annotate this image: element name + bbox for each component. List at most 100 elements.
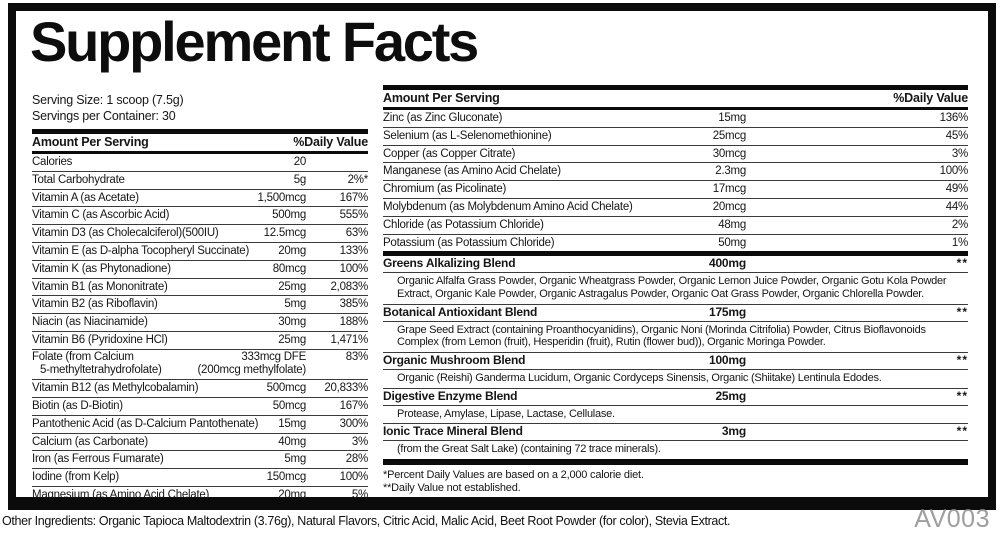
blend-daily-value: ** [956,353,968,368]
blend-name: Greens Alkalizing Blend [383,256,516,271]
nutrient-amount: 500mcg [266,382,307,395]
serving-size-text: Serving Size: 1 scoop (7.5g) [32,93,184,107]
nutrient-amount: 48mg [718,218,746,231]
left-nutrient-rows: Calories 20 Total Carbohydrate 5g 2%* Vitamin… [32,154,368,504]
nutrient-amount: 15mg [718,112,746,124]
blend-name: Digestive Enzyme Blend [383,388,518,403]
table-row: Vitamin A (as Acetate) 1,500mcg 167% [32,188,369,207]
right-nutrient-rows: Zinc (as Zinc Gluconate) 15mg 136% Selenium… [383,110,968,251]
footnotes: *Percent Daily Values are based on a 2,0… [383,469,968,496]
table-row: Vitamin D3 (as Cholecalciferol)(500IU) 12… [32,224,368,242]
table-row: Iodine (from Kelp) 150mcg 100% [32,468,368,486]
nutrient-name: Vitamin C (as Ascorbic Acid) [32,209,170,222]
blend-name: Botanical Antioxidant Blend [383,304,538,319]
nutrient-daily-value: 555% [339,209,369,222]
blend-ingredients: Grape Seed Extract (containing Proanthoc… [383,320,968,353]
blend-daily-value: ** [956,256,968,271]
divider-thick [383,458,968,465]
blend-amount: 400mg [708,256,746,271]
table-row: Zinc (as Zinc Gluconate) 15mg 136% [383,110,968,127]
nutrient-amount: 333mcg DFE (200mcg methylfolate) [197,350,306,376]
nutrient-name: Copper (as Copper Citrate) [383,147,516,160]
nutrient-name: Vitamin B2 (as Riboflavin) [32,298,158,311]
header-amount-per-serving: Amount Per Serving [383,91,500,105]
left-table-header: Amount Per Serving %Daily Value [32,134,368,151]
table-row: Niacin (as Niacinamide) 30mg 188% [32,313,368,331]
table-row: Folate (from Calcium 5-methyltetrahydrofo… [32,348,368,379]
table-row: Calories 20 [32,154,368,171]
right-column: Amount Per Serving %Daily Value Zinc (as… [383,85,968,496]
nutrient-name: Zinc (as Zinc Gluconate) [383,112,503,124]
blend-amount: 100mg [708,353,746,368]
nutrient-amount: 500mg [272,209,306,222]
blend-title-row: Digestive Enzyme Blend 25mg ** [383,387,968,405]
blend-ingredients: (from the Great Salt Lake) (containing 7… [383,440,968,459]
nutrient-name: Calcium (as Carbonate) [32,435,148,448]
table-row: Iron (as Ferrous Fumarate) 5mg 28% [32,450,368,468]
table-row: Vitamin B1 (as Mononitrate) 25mg 2,083% [32,277,368,296]
nutrient-amount: 5mg [284,453,306,466]
nutrient-amount: 20mg [278,244,306,257]
left-column: Serving Size: 1 scoop (7.5g) Servings pe… [32,92,368,504]
nutrient-name: Iodine (from Kelp) [32,471,119,484]
right-table-header: Amount Per Serving %Daily Value [383,90,968,107]
table-row: Total Carbohydrate 5g 2%* [32,170,369,189]
nutrient-name: Vitamin B1 (as Mononitrate) [32,280,168,293]
divider-medium [32,151,368,154]
nutrient-amount: 40mg [278,435,306,448]
nutrient-amount: 12.5mcg [263,227,307,240]
table-row: Molybdenum (as Molybdenum Amino Acid Che… [383,197,969,216]
nutrient-daily-value: 136% [939,112,969,124]
label-title: Supplement Facts [30,10,479,73]
nutrient-daily-value: 167% [339,191,369,204]
divider-thick [383,85,968,90]
blend-title-row: Organic Mushroom Blend 100mg ** [383,352,968,369]
nutrient-daily-value: 385% [339,298,369,311]
nutrient-name: Manganese (as Amino Acid Chelate) [383,165,561,178]
nutrient-daily-value: 133% [339,244,369,257]
table-row: Copper (as Copper Citrate) 30mcg 3% [383,144,968,163]
nutrient-daily-value: 45% [945,129,969,142]
nutrient-name: Chloride (as Potassium Chloride) [383,218,544,231]
table-row: Pantothenic Acid (as D-Calcium Pantothen… [32,414,368,433]
blend-ingredients: Protease, Amylase, Lipase, Lactase, Cell… [383,404,968,424]
nutrient-daily-value: 100% [939,165,969,178]
nutrient-amount: 150mcg [266,471,307,484]
blend-ingredients: Organic (Reishi) Ganderma Lucidum, Organ… [383,368,968,388]
table-row: Vitamin K (as Phytonadione) 80mcg 100% [32,259,369,278]
nutrient-daily-value: 2%* [347,173,369,186]
blend-daily-value: ** [956,424,968,439]
nutrient-daily-value: 44% [945,200,969,213]
nutrient-daily-value: 5% [351,488,368,501]
nutrient-daily-value: 20,833% [324,382,368,395]
blend-ingredients: Organic Alfalfa Grass Powder, Organic Wh… [383,272,968,304]
nutrient-daily-value: 100% [339,471,369,484]
nutrient-daily-value: 1% [951,236,968,249]
nutrient-daily-value: 3% [951,147,968,160]
blend-daily-value: ** [956,388,968,403]
nutrient-name: Potassium (as Potassium Chloride) [383,236,555,249]
table-row: Vitamin E (as D-alpha Tocopheryl Succina… [32,241,369,260]
nutrient-name: Vitamin B6 (Pyridoxine HCl) [32,333,168,346]
nutrient-name: Pantothenic Acid (as D-Calcium Pantothen… [32,417,259,430]
nutrient-name: Vitamin D3 (as Cholecalciferol)(500IU) [32,227,219,240]
table-row: Potassium (as Potassium Chloride) 50mg 1% [383,233,968,252]
other-ingredients-text: Other Ingredients: Organic Tapioca Malto… [2,514,731,528]
nutrient-amount: 20mg [278,488,306,501]
nutrient-daily-value: 2,083% [330,280,368,293]
nutrient-amount: 25mg [278,280,306,293]
nutrient-amount: 1,500mcg [257,191,306,204]
blend-amount: 3mg [721,424,746,439]
nutrient-daily-value: 1,471% [330,333,368,346]
header-daily-value: %Daily Value [293,135,368,149]
nutrient-name: Selenium (as L-Selenomethionine) [383,129,552,142]
nutrient-name: Niacin (as Niacinamide) [32,316,148,329]
nutrient-name: Biotin (as D-Biotin) [32,399,123,412]
proprietary-blends: Greens Alkalizing Blend 400mg ** Organic Al… [383,256,968,459]
divider-thick [32,129,368,134]
nutrient-daily-value: 100% [339,262,369,275]
blend-amount: 25mg [715,388,746,403]
nutrient-amount: 80mcg [272,262,307,275]
nutrient-amount: 30mg [278,316,306,329]
